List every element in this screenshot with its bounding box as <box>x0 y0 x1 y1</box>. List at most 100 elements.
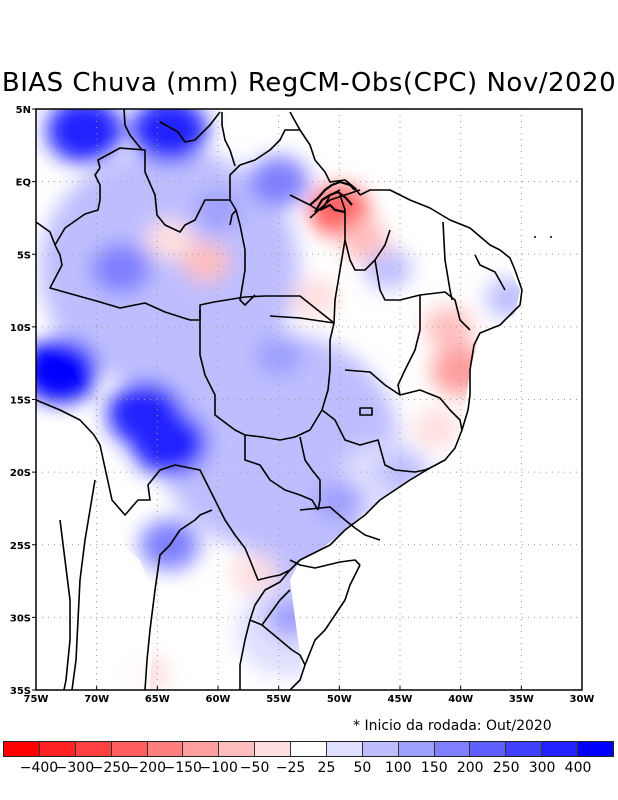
colorbar-swatch <box>219 742 256 756</box>
border-line <box>123 109 143 151</box>
x-tick-label: 60W <box>206 694 231 705</box>
field-blob <box>36 338 99 403</box>
colorbar-swatch <box>111 742 148 756</box>
border-line <box>344 369 463 431</box>
x-tick-label: 35W <box>509 694 534 705</box>
colorbar-label: 100 <box>384 760 412 776</box>
chart-title: BIAS Chuva (mm) RegCM-Obs(CPC) Nov/2020 <box>1 68 617 98</box>
field-blob <box>131 109 208 164</box>
border-line <box>36 399 291 581</box>
x-axis-labels: 75W 70W 65W 60W 55W 50W 45W 40W 35W 30W <box>24 694 595 705</box>
field-blob <box>424 306 473 348</box>
field-blob <box>291 277 340 319</box>
federal-district-outline <box>359 407 373 416</box>
colorbar-swatch <box>362 742 399 756</box>
border-line <box>239 569 291 690</box>
field-blob <box>46 109 123 164</box>
colorbar-label: 250 <box>492 760 520 776</box>
x-tick-label: 30W <box>570 694 595 705</box>
colorbar-label: 25 <box>317 760 336 776</box>
border-line <box>321 409 431 473</box>
y-axis-labels: 5N EQ 5S 10S 15S 20S 25S 30S 35S <box>10 105 31 697</box>
country-state-borders <box>36 109 523 690</box>
border-line <box>442 221 453 301</box>
x-tick-label: 75W <box>24 694 49 705</box>
y-tick-label: 10S <box>10 323 31 334</box>
colorbar-label: −150 <box>163 760 202 776</box>
y-tick-label: 30S <box>10 613 31 624</box>
field-blob <box>412 408 461 449</box>
colorbar-swatch <box>470 742 507 756</box>
colorbar-swatch <box>578 742 613 756</box>
colorbar-label: −50 <box>239 760 270 776</box>
y-tick-label: 15S <box>10 396 31 407</box>
x-tick-label: 50W <box>327 694 352 705</box>
colorbar-label: 50 <box>353 760 372 776</box>
colorbar-label: 200 <box>456 760 484 776</box>
colorbar-label: −250 <box>91 760 131 776</box>
border-line <box>199 310 335 441</box>
colorbar-label: 300 <box>528 760 556 776</box>
border-line <box>299 506 381 541</box>
x-tick-label: 65W <box>145 694 170 705</box>
colorbar-label: −300 <box>55 760 95 776</box>
border-line <box>221 112 236 167</box>
field-blob <box>90 243 151 295</box>
border-line <box>397 295 421 396</box>
border-line <box>289 564 361 690</box>
colorbar-label: −100 <box>199 760 238 776</box>
border-line <box>159 111 221 143</box>
border-line <box>244 435 319 511</box>
border-line <box>289 559 361 569</box>
bias-field <box>36 109 582 690</box>
bias-map: 75W 70W 65W 60W 55W 50W 45W 40W 35W 30W 5N EQ 5S 10S… <box>10 105 595 705</box>
colorbar-swatch <box>326 742 363 756</box>
y-tick-label: 20S <box>10 468 31 479</box>
border-line <box>289 189 523 571</box>
border-line <box>235 209 256 306</box>
ocean-area <box>290 109 582 690</box>
colorbar-label: −200 <box>127 760 166 776</box>
colorbar-swatch <box>4 742 40 756</box>
colorbar-label: −400 <box>19 760 59 776</box>
colorbar-swatch <box>183 742 220 756</box>
gridlines <box>36 109 582 690</box>
border-line <box>249 619 306 666</box>
border-line <box>59 519 71 690</box>
border-line <box>333 194 346 324</box>
colorbar-label: −25 <box>275 760 306 776</box>
island-dot <box>550 236 552 238</box>
run-start-note: * Inicio da rodada: Out/2020 <box>353 718 552 734</box>
colorbar-swatch <box>255 742 291 756</box>
border-line <box>36 221 335 324</box>
colorbar <box>3 741 614 757</box>
field-blob <box>131 410 208 476</box>
amazon-delta-islands <box>309 180 356 214</box>
colorbar-label: 400 <box>564 760 592 776</box>
border-line <box>54 167 101 246</box>
colorbar-swatch <box>506 742 543 756</box>
border-line <box>474 254 506 291</box>
colorbar-swatch <box>542 742 578 756</box>
colorbar-label: 150 <box>420 760 448 776</box>
y-tick-label: 25S <box>10 541 31 552</box>
colorbar-swatch <box>398 742 435 756</box>
x-tick-label: 70W <box>84 694 109 705</box>
border-line <box>71 479 96 690</box>
colorbar-swatch <box>291 742 327 756</box>
colorbar-swatch <box>147 742 184 756</box>
colorbar-swatch <box>434 742 471 756</box>
colorbar-swatch <box>75 742 112 756</box>
border-line <box>269 315 335 324</box>
y-tick-label: EQ <box>16 178 31 189</box>
field-blob <box>230 553 279 595</box>
border-line <box>261 589 291 626</box>
colorbar-swatch <box>39 742 76 756</box>
border-line <box>344 229 391 271</box>
border-line <box>97 147 230 233</box>
border-line <box>229 129 300 226</box>
island-dot <box>534 236 536 238</box>
border-line <box>299 436 321 511</box>
x-tick-label: 40W <box>448 694 473 705</box>
colorbar-labels: −400 −300 −250 −200 −150 −100 −50 −25 25 50 100 150… <box>0 760 618 780</box>
